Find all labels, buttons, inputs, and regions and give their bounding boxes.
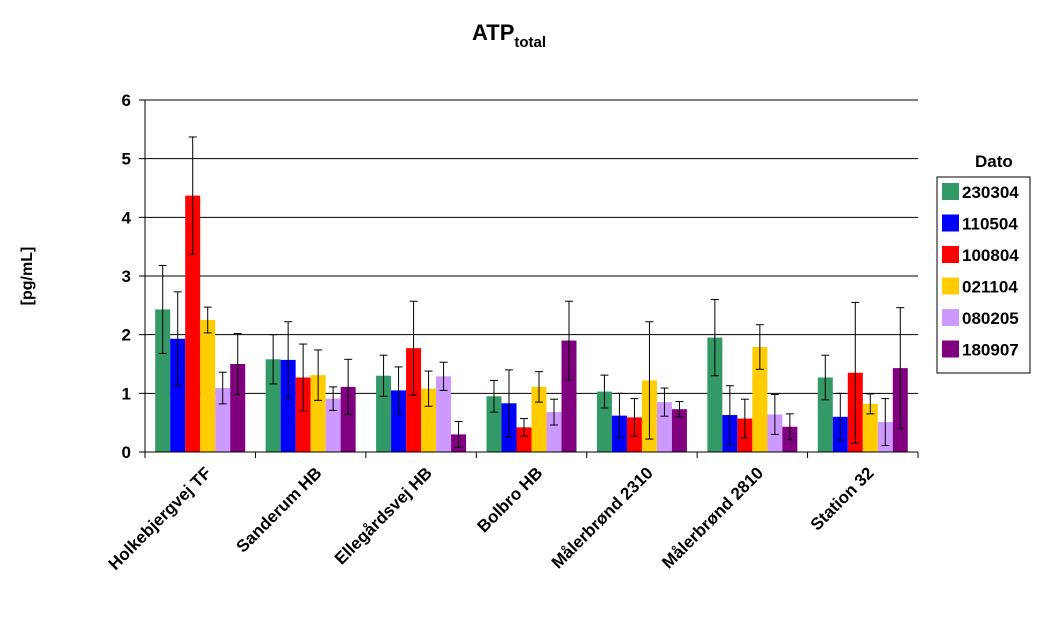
x-tick-label: Målerbrønd 2310 xyxy=(548,463,657,572)
bar xyxy=(561,340,577,452)
error-bars xyxy=(158,136,905,448)
y-tick-label: 5 xyxy=(122,150,131,169)
bar xyxy=(310,375,326,452)
legend-swatch xyxy=(942,183,959,200)
chart-title: ATPtotal xyxy=(472,20,546,51)
x-tick-label: Bolbro HB xyxy=(473,463,546,536)
y-tick-label: 0 xyxy=(122,443,131,462)
bar xyxy=(546,412,562,452)
x-tick-label: Station 32 xyxy=(807,463,878,534)
legend-label: 100804 xyxy=(962,246,1019,265)
legend-label: 180907 xyxy=(962,341,1019,360)
bar xyxy=(200,320,216,452)
bar xyxy=(230,364,246,452)
y-tick-label: 3 xyxy=(122,267,131,286)
y-tick-label: 4 xyxy=(122,208,132,227)
legend-swatch xyxy=(942,309,959,326)
bar xyxy=(185,195,201,453)
axes xyxy=(139,99,919,458)
legend-swatch xyxy=(942,277,959,295)
bar xyxy=(862,403,878,452)
legend-swatch xyxy=(942,246,959,263)
grid xyxy=(145,99,918,394)
bar xyxy=(817,377,833,452)
y-tick-label: 2 xyxy=(122,326,131,345)
y-tick-label: 1 xyxy=(122,384,131,403)
legend-label: 021104 xyxy=(962,278,1018,297)
bar xyxy=(531,386,547,452)
x-tick-label: Sanderum HB xyxy=(233,463,326,556)
bar xyxy=(325,398,341,452)
legend-swatch xyxy=(942,214,959,232)
x-tick-labels: Holkebjergvej TF Sanderum HB Ellegårdsvej … xyxy=(105,463,878,573)
bar xyxy=(406,348,422,452)
legend-box xyxy=(936,176,1031,374)
legend: Dato 230304 110504 100804 021104 080205 18090… xyxy=(936,152,1031,374)
bar xyxy=(280,359,296,452)
bar xyxy=(421,388,437,452)
legend-label: 230304 xyxy=(962,183,1019,202)
bar xyxy=(671,409,687,452)
legend-swatch xyxy=(942,340,959,358)
bar xyxy=(376,375,392,452)
bar xyxy=(340,386,356,452)
legend-label: 110504 xyxy=(962,215,1018,234)
bar xyxy=(516,427,532,452)
legend-title: Dato xyxy=(975,152,1013,171)
y-axis-label: [pg/mL] xyxy=(19,247,36,306)
x-tick-label: Målerbrønd 2810 xyxy=(658,463,767,572)
bar xyxy=(391,390,407,452)
bar xyxy=(486,396,502,452)
bar xyxy=(752,346,768,452)
bar xyxy=(596,391,612,452)
bar xyxy=(707,337,723,452)
bar xyxy=(436,376,452,452)
x-tick-label: Holkebjergvej TF xyxy=(105,463,215,573)
bar xyxy=(265,359,281,452)
bars xyxy=(155,195,908,453)
bar xyxy=(155,309,171,452)
y-tick-labels: 0 1 2 3 4 5 6 xyxy=(122,91,132,462)
x-tick-label: Ellegårdsvej HB xyxy=(331,463,436,568)
bar xyxy=(295,377,311,452)
bar xyxy=(170,338,186,452)
bar xyxy=(656,402,672,452)
y-tick-label: 6 xyxy=(122,91,131,110)
legend-label: 080205 xyxy=(962,309,1019,328)
